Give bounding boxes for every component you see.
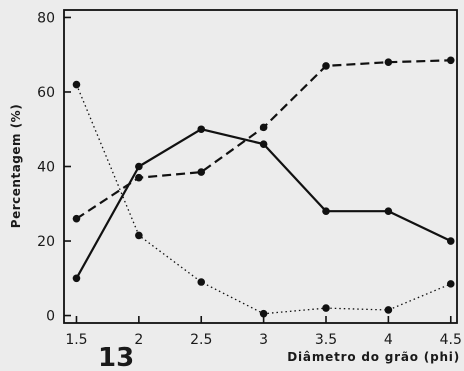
x-tick-label: 4 [384,332,393,348]
series-dashed-point [384,58,393,66]
series-dotted-point [384,306,393,314]
series-solid-point [446,237,455,245]
series-solid-point [259,140,268,148]
x-tick-label: 2 [134,332,143,348]
series-dashed-point [135,173,143,182]
plot-frame [63,9,458,324]
series-line-solid [75,128,452,279]
x-tick-label: 3.5 [315,332,337,348]
x-tick-label: 2.5 [190,332,212,348]
series-dashed-point [446,56,455,65]
y-axis-ticks: 0 20 40 60 80 [37,10,71,325]
series-dotted-point [446,280,455,288]
series-dashed-point [72,214,81,223]
figure-number: 13 [98,343,134,371]
series-solid-point [72,274,81,283]
y-tick-label: 40 [37,160,55,176]
series-dotted-point [259,309,268,318]
series-dotted-point [197,278,206,286]
series-solid-point [322,207,330,216]
y-axis-label: Percentagem (%) [9,104,23,228]
x-tick-label: 1.5 [65,332,87,348]
series-dotted-point [135,231,143,240]
series-dashed-point [197,168,206,176]
series-line-dotted [75,84,452,315]
x-axis-label: Diâmetro do grão (phi) [287,350,460,364]
y-tick-label: 0 [46,309,55,325]
series-solid-point [197,125,206,134]
series-solid-point [384,207,393,216]
series-dashed-point [259,123,268,132]
series-layer [72,56,455,318]
series-solid-point [135,162,143,171]
series-dotted-point [72,80,81,89]
series-dotted-point [322,304,330,312]
y-tick-label: 20 [37,234,55,250]
series-line-dashed [75,59,451,220]
x-tick-label: 3 [259,332,268,348]
series-dashed-point [322,62,330,70]
y-tick-label: 60 [37,85,55,101]
x-tick-label: 4.5 [440,332,462,348]
y-tick-label: 80 [37,10,55,26]
